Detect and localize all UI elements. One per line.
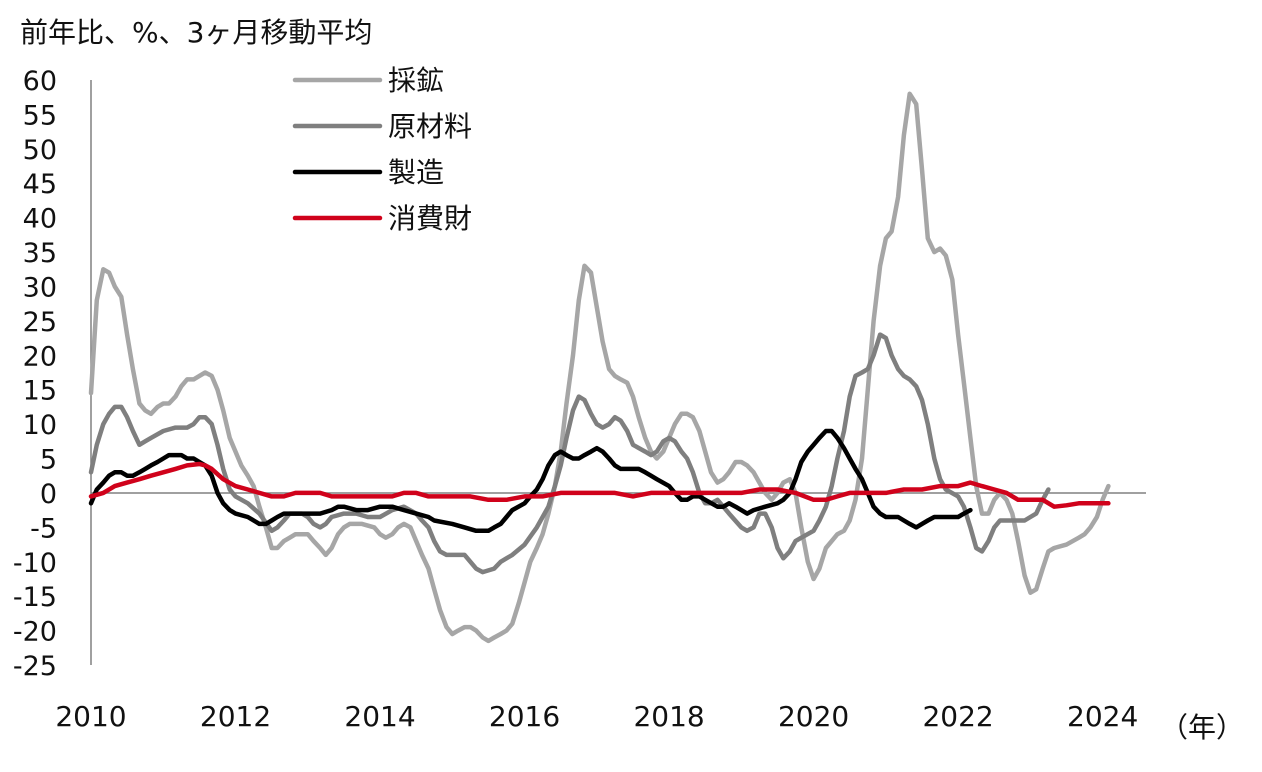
legend-label: 消費財 — [388, 202, 472, 235]
y-tick-label: 40 — [23, 204, 57, 235]
series-line-0 — [88, 91, 1111, 644]
y-tick-label: -25 — [13, 651, 57, 682]
y-tick-label: 10 — [23, 410, 57, 441]
y-tick-label: 0 — [40, 479, 57, 510]
x-tick-label: 2014 — [344, 700, 415, 733]
x-tick-labels: 2010 2012 2014 2016 2018 2020 2022 2024 — [55, 700, 1138, 733]
legend-label: 原材料 — [388, 110, 472, 143]
x-tick-label: 2018 — [633, 700, 704, 733]
y-tick-label: 60 — [23, 66, 57, 97]
y-tick-label: -10 — [13, 548, 57, 579]
unit-label: 前年比、%、3ヶ月移動平均 — [20, 16, 372, 49]
series-lines — [88, 91, 1111, 644]
x-tick-label: 2010 — [55, 700, 126, 733]
x-tick-label: 2016 — [489, 700, 560, 733]
y-tick-label: 30 — [23, 272, 57, 303]
legend-label: 製造 — [388, 156, 444, 189]
axes — [90, 80, 1146, 665]
y-tick-label: 15 — [23, 376, 57, 407]
series-line-1 — [88, 332, 1051, 575]
x-tick-label: 2012 — [200, 700, 271, 733]
x-tick-label: 2024 — [1067, 700, 1138, 733]
x-tick-label: 2020 — [778, 700, 849, 733]
x-unit-label: （年） — [1160, 711, 1244, 744]
y-tick-label: 55 — [23, 100, 57, 131]
y-tick-label: -15 — [13, 582, 57, 613]
series-line-3 — [88, 461, 1111, 509]
series-line-2 — [88, 428, 973, 534]
y-tick-label: 35 — [23, 238, 57, 269]
x-tick-label: 2022 — [922, 700, 993, 733]
y-tick-label: 5 — [40, 445, 57, 476]
y-tick-label: 25 — [23, 307, 57, 338]
y-tick-label: 50 — [23, 135, 57, 166]
y-tick-label: -20 — [13, 617, 57, 648]
y-tick-label: 20 — [23, 341, 57, 372]
legend-label: 採鉱 — [388, 64, 444, 97]
y-tick-label: -5 — [30, 513, 57, 544]
y-tick-label: 45 — [23, 169, 57, 200]
